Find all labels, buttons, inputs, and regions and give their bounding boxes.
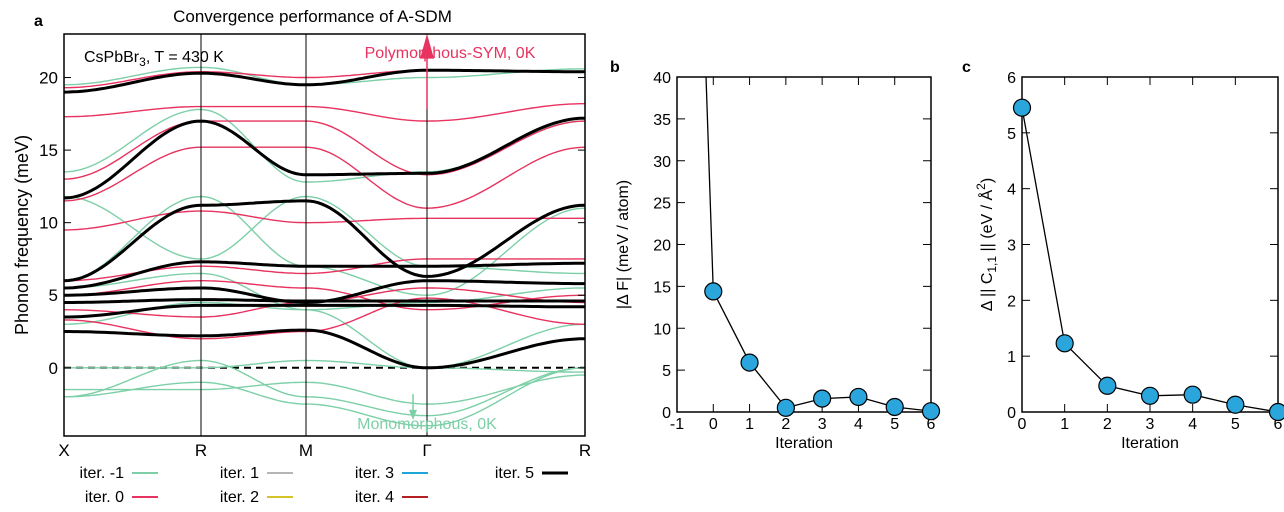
panel-a: a Convergence performance of A-SDM 0 5 10 15 2… xyxy=(12,7,591,506)
data-point-4 xyxy=(1183,385,1202,404)
xtick-label-0: 0 xyxy=(1018,416,1027,433)
legend-label-6: iter. 5 xyxy=(495,465,534,482)
data-point-6 xyxy=(1268,402,1284,422)
annotation-material: CsPbBr3, T = 430 K xyxy=(84,49,224,69)
ytick-label-a-3: 15 xyxy=(39,141,58,160)
legend-label-1: iter. 0 xyxy=(85,489,124,506)
xtick-label-1: 0 xyxy=(709,416,718,433)
xtick-label-5: 4 xyxy=(854,416,863,433)
ytick-label-7: 35 xyxy=(653,112,671,129)
band-iter-1-3 xyxy=(64,359,585,373)
data-point-2 xyxy=(776,398,795,417)
panel-c: c 0 1 2 3 4 5 6 0 1 2 3 4 5 6 Iteration Δ || C1,1 || (eV… xyxy=(962,59,1284,452)
ytick-label-5: 25 xyxy=(653,196,671,213)
legend-label-5: iter. 4 xyxy=(355,489,394,506)
band-iter-1-2 xyxy=(64,374,585,405)
ylabel-a: Phonon frequency (meV) xyxy=(12,135,32,335)
panel-label-a: a xyxy=(34,13,43,30)
ytick-label-a-0: 0 xyxy=(49,359,58,378)
ytick-label-1: 1 xyxy=(1007,349,1016,366)
ytick-label-3: 15 xyxy=(653,279,671,296)
band-iter5-6 xyxy=(64,116,585,200)
band-iter0-4 xyxy=(64,210,585,231)
band-iter5-4 xyxy=(64,260,585,290)
xlabel: Iteration xyxy=(1121,435,1179,452)
chart-title: Convergence performance of A-SDM xyxy=(173,7,452,26)
xtick-label-2: 1 xyxy=(745,416,754,433)
ylabel-b: |Δ F| (meV / atom) xyxy=(615,180,632,309)
legend-label-4: iter. 3 xyxy=(355,465,394,482)
band-iter-1-6 xyxy=(64,195,585,296)
panel-label-c: c xyxy=(962,59,971,76)
ytick-label-4: 4 xyxy=(1007,182,1016,199)
data-point-5 xyxy=(885,397,904,417)
ytick-label-2: 2 xyxy=(1007,293,1016,310)
axes-frame xyxy=(676,76,932,413)
panel-label-b: b xyxy=(610,59,620,76)
annotation-polymorphous: Polymorphous-SYM, 0K xyxy=(365,45,536,62)
ytick-label-a-2: 10 xyxy=(39,214,58,233)
ytick-label-3: 3 xyxy=(1007,238,1016,255)
band-lines xyxy=(64,66,585,427)
ytick-label-0: 0 xyxy=(1007,405,1016,422)
data-point-4 xyxy=(849,387,868,407)
data-point-2 xyxy=(1098,376,1117,395)
legend-label-0: iter. -1 xyxy=(80,465,125,482)
ytick-label-8: 40 xyxy=(653,70,671,87)
series-line xyxy=(1022,107,1278,412)
data-point-0 xyxy=(704,282,723,301)
data-point-0 xyxy=(1012,98,1032,117)
band-iter5-5 xyxy=(64,199,585,283)
xtick-label-2: 2 xyxy=(1103,416,1112,433)
xtick-label-4: 4 xyxy=(1188,416,1197,433)
ytick-label-2: 10 xyxy=(653,321,671,338)
xtick-label-3: 3 xyxy=(1146,416,1155,433)
data-point-6 xyxy=(921,402,941,421)
data-point-1 xyxy=(1055,334,1074,353)
data-point-3 xyxy=(813,389,832,408)
xlabel: Iteration xyxy=(775,435,833,452)
legend-label-2: iter. 1 xyxy=(220,465,259,482)
data-point-3 xyxy=(1140,386,1160,405)
xtick-label-a-0: X xyxy=(58,441,69,460)
ytick-label-5: 5 xyxy=(1007,126,1016,143)
band-iter5-0 xyxy=(64,328,585,370)
axes-frame-a xyxy=(63,33,586,437)
xtick-label-0: -1 xyxy=(670,416,684,433)
ytick-label-6: 30 xyxy=(653,154,671,171)
xtick-label-a-1: R xyxy=(195,441,207,460)
ytick-label-1: 5 xyxy=(662,363,671,380)
ytick-label-0: 0 xyxy=(662,405,671,422)
ytick-label-a-1: 5 xyxy=(49,286,58,305)
legend-label-3: iter. 2 xyxy=(220,489,259,506)
series-line xyxy=(705,77,931,412)
xtick-label-4: 3 xyxy=(818,416,827,433)
ytick-label-a-4: 20 xyxy=(39,69,58,88)
legend: iter. -1 iter. 0 iter. 1 iter. 2 iter. 3 iter… xyxy=(80,465,568,506)
band-iter0-5 xyxy=(64,146,585,209)
xtick-label-3: 2 xyxy=(781,416,790,433)
xtick-label-6: 6 xyxy=(1274,416,1283,433)
data-point-5 xyxy=(1226,395,1245,414)
band-iter-1-0 xyxy=(64,367,585,427)
axes-frame xyxy=(1021,76,1279,413)
annotation-monomorphous: Monomorphous, 0K xyxy=(357,416,497,433)
ytick-label-4: 20 xyxy=(653,238,671,255)
band-iter0-7 xyxy=(64,103,585,122)
xtick-label-a-3: Γ xyxy=(422,441,431,460)
arrowhead-monomorphous xyxy=(409,409,417,421)
xtick-label-a-4: R xyxy=(579,441,591,460)
ylabel-c: Δ || C1,1 || (eV / Å2) xyxy=(974,178,999,311)
arrowhead-polymorphous xyxy=(420,34,434,59)
xtick-label-7: 6 xyxy=(927,416,936,433)
xtick-label-1: 1 xyxy=(1060,416,1069,433)
data-point-1 xyxy=(740,353,759,372)
xtick-label-5: 5 xyxy=(1231,416,1240,433)
ytick-label-6: 6 xyxy=(1007,70,1016,87)
xtick-label-6: 5 xyxy=(890,416,899,433)
xtick-label-a-2: M xyxy=(299,441,313,460)
